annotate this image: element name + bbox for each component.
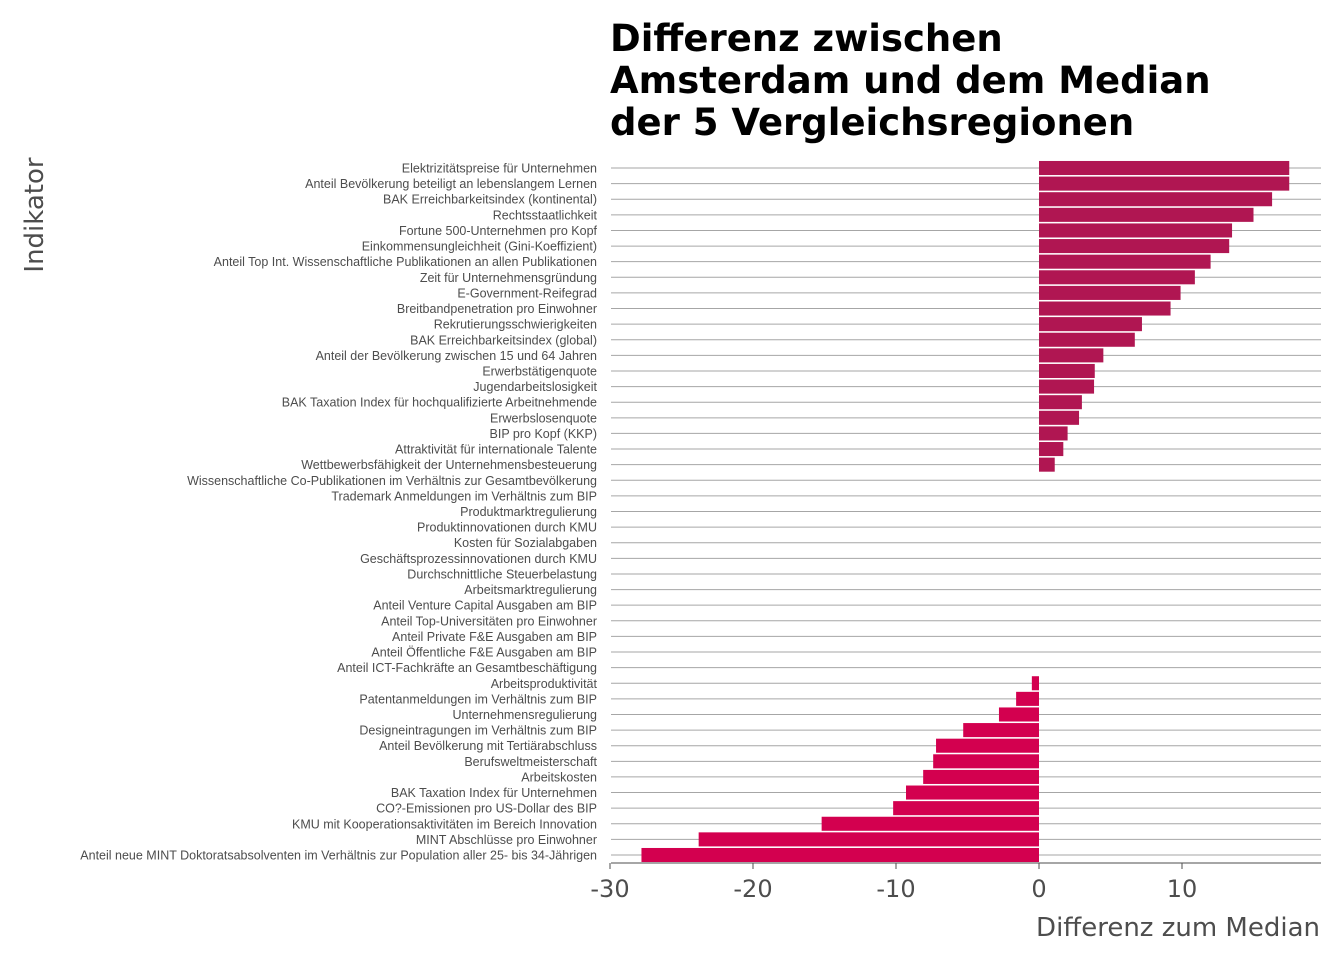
bar (936, 738, 1039, 753)
category-label: Elektrizitätspreise für Unternehmen (402, 162, 597, 176)
category-label: Anteil Top Int. Wissenschaftliche Publik… (214, 255, 597, 269)
category-label: Breitbandpenetration pro Einwohner (397, 302, 597, 316)
category-label: Anteil Bevölkerung beteiligt an lebensla… (305, 177, 597, 191)
bar (821, 816, 1039, 831)
category-labels: Elektrizitätspreise für UnternehmenAntei… (80, 162, 597, 863)
bar (1039, 348, 1104, 363)
x-tick-label: -20 (733, 875, 772, 903)
x-tick-label: -30 (590, 875, 629, 903)
x-tick-label: -10 (876, 875, 915, 903)
bar (1039, 285, 1181, 300)
category-label: Kosten für Sozialabgaben (454, 536, 597, 550)
category-label: Designeintragungen im Verhältnis zum BIP (359, 724, 597, 738)
bar (641, 847, 1039, 863)
bar (1039, 254, 1211, 269)
bar (1039, 192, 1273, 207)
bar (1039, 332, 1135, 347)
bar (1016, 691, 1039, 706)
bar (1039, 160, 1290, 176)
category-label: BAK Erreichbarkeitsindex (kontinental) (383, 193, 597, 207)
category-label: Anteil Private F&E Ausgaben am BIP (392, 630, 597, 644)
bar (923, 769, 1039, 784)
category-label: Jugendarbeitslosigkeit (473, 380, 597, 394)
category-label: Anteil Top-Universitäten pro Einwohner (381, 614, 597, 628)
category-label: Erwerbslosenquote (490, 411, 597, 425)
category-label: Anteil der Bevölkerung zwischen 15 und 6… (316, 349, 597, 363)
category-label: E-Government-Reifegrad (457, 286, 597, 300)
chart-title: Differenz zwischen Amsterdam und dem Med… (610, 17, 1211, 144)
chart-title-line-1: Differenz zwischen (610, 17, 1003, 60)
category-label: Erwerbstätigenquote (482, 364, 597, 378)
bar (1039, 317, 1142, 332)
category-label: Berufsweltmeisterschaft (464, 755, 597, 769)
bar (1039, 239, 1230, 254)
category-label: Fortune 500-Unternehmen pro Kopf (399, 224, 598, 238)
category-label: Anteil Öffentliche F&E Ausgaben am BIP (371, 646, 597, 660)
bar (1039, 379, 1095, 394)
bar (906, 785, 1039, 800)
bar (1039, 457, 1055, 472)
category-label: Arbeitskosten (521, 770, 597, 784)
bar (1039, 426, 1068, 441)
category-label: Arbeitsmarktregulierung (464, 583, 597, 597)
category-label: Arbeitsproduktivität (491, 677, 598, 691)
category-label: BAK Taxation Index für Unternehmen (391, 786, 597, 800)
x-tick-label: 10 (1167, 875, 1198, 903)
category-label: BIP pro Kopf (KKP) (490, 427, 597, 441)
bar (1039, 223, 1233, 238)
category-label: BAK Erreichbarkeitsindex (global) (410, 333, 597, 347)
category-label: Trademark Anmeldungen im Verhältnis zum … (331, 489, 597, 503)
x-axis-title: Differenz zum Median (1036, 913, 1320, 943)
gridlines (611, 167, 1321, 856)
category-label: Produktinnovationen durch KMU (417, 521, 597, 535)
category-label: Anteil neue MINT Doktoratsabsolventen im… (80, 849, 597, 863)
category-label: Wettbewerbsfähigkeit der Unternehmensbes… (301, 458, 597, 472)
y-axis-title: Indikator (20, 157, 50, 273)
bar (998, 707, 1039, 722)
category-label: Anteil Bevölkerung mit Tertiärabschluss (379, 739, 597, 753)
bar (1039, 270, 1195, 285)
category-label: Unternehmensregulierung (452, 708, 597, 722)
bar (698, 832, 1039, 847)
category-label: Patentanmeldungen im Verhältnis zum BIP (359, 692, 597, 706)
bar (963, 723, 1039, 738)
category-label: Einkommensungleichheit (Gini-Koeffizient… (362, 240, 597, 254)
chart-title-line-3: der 5 Vergleichsregionen (610, 101, 1134, 144)
category-label: Zeit für Unternehmensgründung (420, 271, 597, 285)
bar (1039, 301, 1171, 316)
category-label: CO?-Emissionen pro US-Dollar des BIP (376, 802, 597, 816)
category-label: Rekrutierungsschwierigkeiten (434, 318, 597, 332)
bar (1039, 410, 1080, 425)
category-label: MINT Abschlüsse pro Einwohner (416, 833, 597, 847)
bar (1039, 395, 1082, 410)
category-label: Durchschnittliche Steuerbelastung (407, 567, 597, 581)
bar (1039, 363, 1095, 379)
category-label: Anteil Venture Capital Ausgaben am BIP (373, 599, 597, 613)
bar (1039, 207, 1254, 222)
category-label: Anteil ICT-Fachkräfte an Gesamtbeschäfti… (337, 661, 597, 675)
x-tick-label: 0 (1031, 875, 1046, 903)
category-label: Rechtsstaatlichkeit (493, 208, 598, 222)
bar (1039, 176, 1290, 191)
category-label: KMU mit Kooperationsaktivitäten im Berei… (292, 817, 597, 831)
chart-title-line-2: Amsterdam und dem Median (610, 59, 1211, 102)
category-label: Wissenschaftliche Co-Publikationen im Ve… (187, 474, 597, 488)
bar (1031, 676, 1039, 691)
category-label: BAK Taxation Index für hochqualifizierte… (282, 396, 597, 410)
bars (641, 160, 1290, 863)
category-label: Geschäftsprozessinnovationen durch KMU (360, 552, 597, 566)
bar (933, 754, 1039, 769)
bar (1039, 442, 1064, 457)
category-label: Attraktivität für internationale Talente (395, 443, 597, 457)
category-label: Produktmarktregulierung (460, 505, 597, 519)
x-axis-ticks: -30 -20 -10 0 10 (590, 863, 1197, 903)
bar (893, 801, 1039, 816)
